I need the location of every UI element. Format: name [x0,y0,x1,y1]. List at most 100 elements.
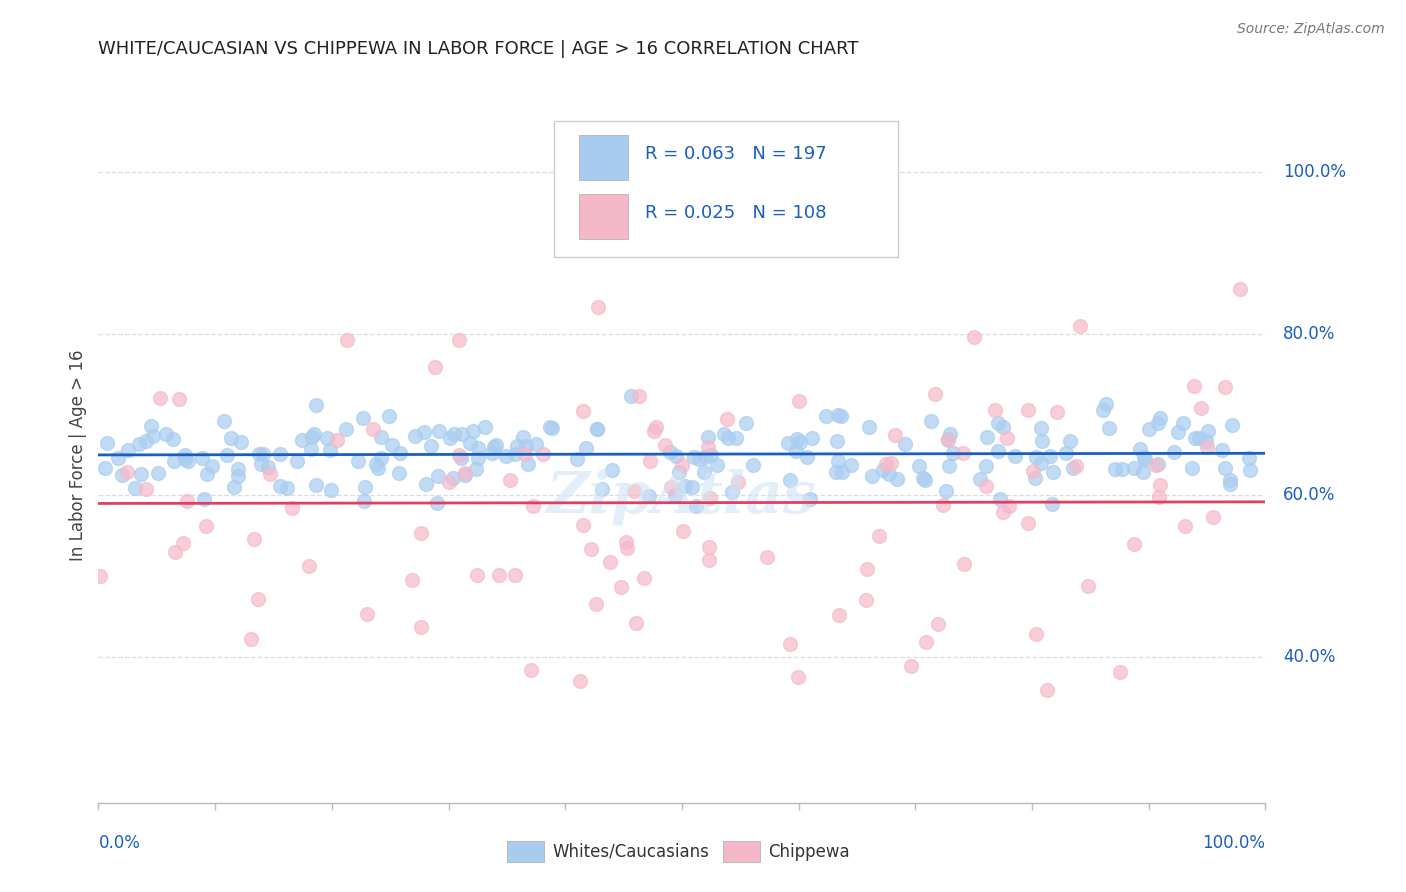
Point [787,394,810,409]
Point [447,448,470,462]
Point [1163,445,1185,459]
Point [1036,683,1059,698]
Point [229,435,252,450]
Text: Whites/Caucasians: Whites/Caucasians [553,843,709,861]
Point [931,498,953,512]
Point [742,458,765,473]
Point [912,471,935,485]
Point [827,454,849,468]
Point [461,424,484,438]
Point [458,436,481,450]
Point [671,458,693,472]
Point [938,458,960,473]
Point [914,473,936,487]
Point [173,448,195,462]
Point [884,427,907,442]
Point [673,479,696,493]
Point [177,453,200,467]
Point [799,491,821,506]
Point [779,637,801,651]
Point [367,461,389,475]
Point [988,491,1011,506]
FancyBboxPatch shape [723,841,761,862]
Point [877,467,900,481]
Point [624,615,647,630]
Point [96,435,118,450]
Point [165,545,187,559]
Point [610,580,633,594]
Point [1122,461,1144,475]
Point [247,592,270,607]
Point [485,438,508,452]
Point [735,416,758,430]
Point [706,458,728,472]
Point [419,439,441,453]
Point [1017,403,1039,417]
Point [685,499,707,513]
Point [755,549,778,564]
Point [693,465,716,479]
Point [942,446,965,460]
Point [668,466,690,480]
Point [465,568,488,582]
Point [953,558,976,572]
Point [600,463,623,477]
Point [1149,478,1171,492]
Point [427,468,450,483]
Point [974,479,997,493]
Point [353,494,375,508]
Point [467,450,489,465]
Point [571,517,593,532]
Point [316,431,339,445]
Point [627,389,650,403]
Point [1211,442,1233,457]
Point [1197,424,1219,438]
Point [467,441,489,455]
Text: R = 0.063   N = 197: R = 0.063 N = 197 [644,145,827,163]
Y-axis label: In Labor Force | Age > 16: In Labor Force | Age > 16 [69,349,87,561]
Point [825,434,848,448]
Point [700,448,723,462]
Point [302,427,325,442]
Point [697,552,720,566]
Point [860,469,883,483]
Point [1039,450,1062,464]
Point [503,447,526,461]
Point [567,451,589,466]
Text: Source: ZipAtlas.com: Source: ZipAtlas.com [1237,22,1385,37]
Point [451,427,474,442]
Point [495,449,517,463]
Point [633,571,655,585]
Point [450,450,472,465]
Text: 0.0%: 0.0% [98,834,141,852]
Point [1202,510,1225,524]
Point [1219,476,1241,491]
Point [195,467,218,481]
Point [936,432,959,446]
Point [1004,449,1026,463]
Point [725,431,748,445]
Point [1213,461,1236,475]
Point [939,427,962,442]
Point [1040,497,1063,511]
Point [697,541,720,555]
Point [1031,421,1053,435]
Point [571,403,593,417]
Point [796,450,818,465]
Point [305,398,328,412]
Point [1213,380,1236,394]
Point [531,447,554,461]
Point [162,433,184,447]
Point [195,518,218,533]
Point [481,446,503,460]
Point [474,420,496,434]
Point [541,421,564,435]
Point [695,450,717,464]
Point [149,391,172,405]
Point [779,473,801,487]
Point [250,457,273,471]
Point [291,433,314,447]
Point [1025,450,1047,464]
Point [574,441,596,455]
Point [219,431,242,445]
